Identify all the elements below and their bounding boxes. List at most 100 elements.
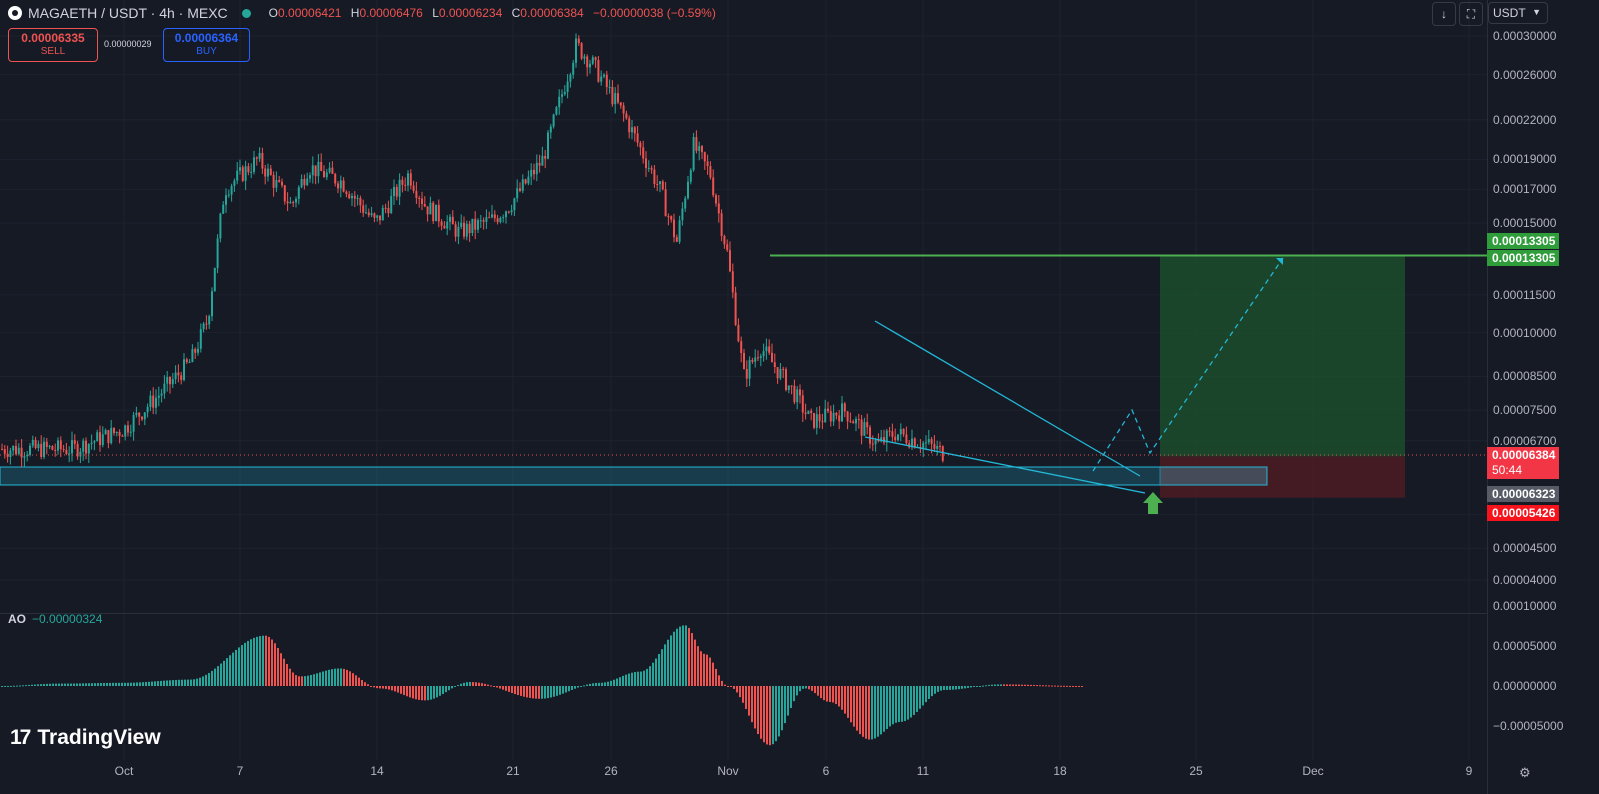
ao-legend[interactable]: AO −0.00000324 xyxy=(8,612,102,626)
symbol-title[interactable]: MAGAETH / USDT · 4h · MEXC xyxy=(28,5,228,21)
ao-bar xyxy=(922,686,924,706)
ao-bar xyxy=(718,675,720,686)
candle-body xyxy=(283,185,286,202)
candle-body xyxy=(227,194,230,196)
ao-bar xyxy=(304,676,306,686)
ao-bar xyxy=(1018,684,1020,686)
candle-body xyxy=(331,167,334,174)
ao-bar xyxy=(76,683,78,686)
ao-bar xyxy=(979,686,981,687)
candle-body xyxy=(530,169,533,177)
ao-bar xyxy=(607,681,609,686)
ao-bar xyxy=(802,686,804,689)
candle-body xyxy=(87,444,90,454)
ao-bar xyxy=(499,686,501,689)
candle-body xyxy=(311,165,314,176)
candle-body xyxy=(527,176,530,184)
ao-bar xyxy=(244,642,246,686)
time-tick: Nov xyxy=(717,764,739,778)
ao-bar xyxy=(382,686,384,689)
tradingview-logo[interactable]: 17 TradingView xyxy=(10,726,161,750)
candle-body xyxy=(211,291,213,317)
ao-bar xyxy=(919,686,921,709)
ao-bar xyxy=(34,684,36,686)
candle-body xyxy=(449,216,451,222)
ao-bar xyxy=(676,628,678,686)
ao-bar xyxy=(142,682,144,686)
candle-body xyxy=(482,220,485,222)
ao-bar xyxy=(103,682,105,686)
candle-body xyxy=(281,181,283,186)
sell-button[interactable]: 0.00006335 SELL xyxy=(8,28,98,62)
entry-label: 0.00006323 xyxy=(1487,486,1559,502)
candle-body xyxy=(342,180,345,192)
candle-body xyxy=(166,376,169,384)
candle-body xyxy=(925,442,927,444)
ao-bar xyxy=(487,684,489,686)
market-status-icon xyxy=(241,8,251,18)
candle-body xyxy=(897,434,899,441)
ao-bar xyxy=(37,684,39,686)
ao-bar xyxy=(550,686,552,698)
ao-bar xyxy=(940,686,942,691)
ao-bar xyxy=(748,686,750,716)
ohlc-values: O0.00006421 H0.00006476 L0.00006234 C0.0… xyxy=(269,6,722,20)
candle-body xyxy=(43,441,45,457)
ao-bar xyxy=(805,686,807,689)
candle-body xyxy=(625,113,628,119)
ao-bar xyxy=(529,686,531,698)
download-button[interactable]: ↓ xyxy=(1432,2,1456,26)
fullscreen-button[interactable]: ⛶ xyxy=(1459,2,1483,26)
ao-bar xyxy=(772,686,774,745)
candle-body xyxy=(429,202,432,215)
candle-body xyxy=(317,161,320,177)
candle-body xyxy=(303,179,306,186)
ao-bar xyxy=(193,679,195,686)
ao-bar xyxy=(814,686,816,694)
candle-body xyxy=(502,217,505,219)
candle-body xyxy=(650,167,653,170)
projection-arrowhead xyxy=(1276,258,1283,265)
price-tick: 0.00022000 xyxy=(1493,112,1557,127)
candle-body xyxy=(286,201,289,204)
time-tick: Oct xyxy=(114,764,134,778)
ao-bar xyxy=(325,670,327,686)
currency-select[interactable]: USDT ▼ xyxy=(1488,2,1548,24)
candle-body xyxy=(799,389,801,396)
ao-bar xyxy=(1063,685,1065,687)
candle-body xyxy=(785,369,787,391)
price-tick: 0.00019000 xyxy=(1493,152,1557,167)
candle-body xyxy=(745,368,748,379)
candle-body xyxy=(734,292,737,325)
exchange-logo-icon xyxy=(8,6,22,20)
last-price-label: 0.00006384 50:44 xyxy=(1487,447,1559,479)
candle-body xyxy=(85,440,87,454)
ao-bar xyxy=(646,668,648,686)
candle-body xyxy=(395,186,398,197)
candle-body xyxy=(59,440,62,449)
ao-bar xyxy=(493,686,495,687)
ao-bar xyxy=(538,686,540,699)
time-tick: 6 xyxy=(822,764,830,778)
settings-gear-icon[interactable]: ⚙ xyxy=(1519,765,1531,780)
ao-bar xyxy=(526,686,528,698)
currency-value: USDT xyxy=(1493,6,1526,20)
ao-bar xyxy=(268,636,270,686)
candle-body xyxy=(507,211,510,213)
candle-body xyxy=(561,94,563,97)
candle-body xyxy=(628,118,631,133)
ao-bar xyxy=(586,684,588,686)
candle-body xyxy=(129,431,132,433)
ao-bar xyxy=(385,686,387,689)
candle-body xyxy=(202,323,205,330)
ao-bar xyxy=(682,625,684,686)
buy-arrow-icon xyxy=(1143,492,1163,514)
candle-body xyxy=(3,449,6,454)
candle-body xyxy=(138,412,141,417)
candle-body xyxy=(146,407,149,413)
buy-button[interactable]: 0.00006364 BUY xyxy=(163,28,250,62)
ao-bar xyxy=(865,686,867,739)
ao-bar xyxy=(889,686,891,727)
candle-body xyxy=(292,202,295,204)
